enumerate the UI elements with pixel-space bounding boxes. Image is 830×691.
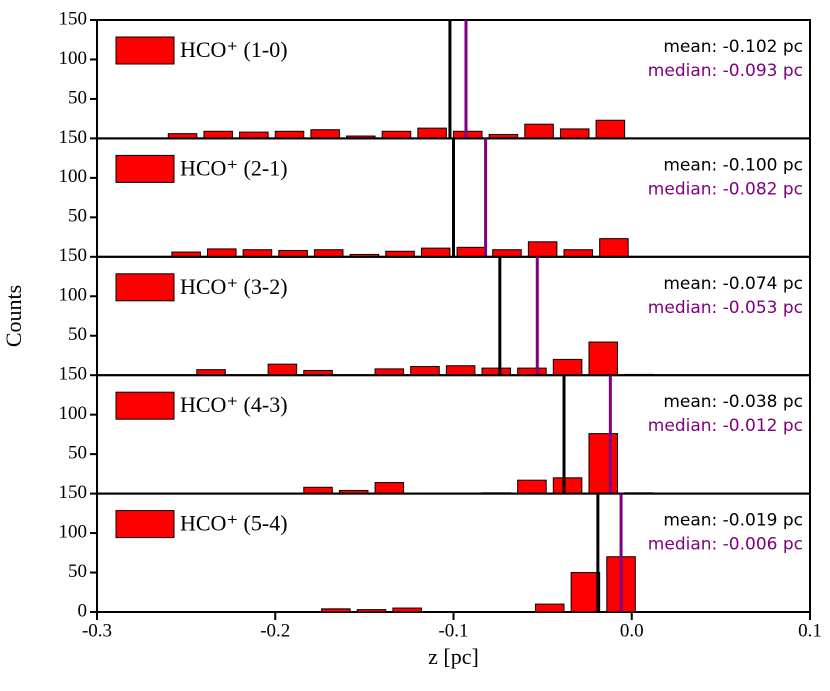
bar: [570, 572, 601, 613]
bar: [588, 341, 618, 376]
legend-swatch: [115, 510, 175, 539]
bar: [563, 249, 594, 258]
x-tick-label: -0.3: [82, 620, 112, 641]
bar: [456, 246, 487, 258]
legend-label: HCO⁺ (4-3): [180, 392, 288, 417]
y-axis-label: Counts: [1, 285, 26, 347]
bar: [453, 130, 483, 139]
bar: [203, 130, 233, 139]
median-label: median: -0.082 pc: [648, 179, 803, 199]
bar: [417, 127, 447, 139]
median-label: median: -0.012 pc: [648, 416, 803, 436]
bar: [374, 482, 405, 495]
y-tick-label: 100: [59, 403, 88, 424]
bar: [481, 367, 512, 376]
legend-swatch: [115, 391, 175, 420]
median-label: median: -0.006 pc: [648, 535, 803, 555]
bar: [445, 365, 476, 376]
x-tick-label: 0.0: [620, 620, 644, 641]
bar: [517, 367, 547, 376]
y-tick-label: 100: [59, 48, 88, 69]
x-axis-label: z [pc]: [428, 644, 479, 669]
bar: [492, 249, 522, 258]
legend-label: HCO⁺ (3-2): [180, 274, 288, 299]
bar: [267, 363, 298, 376]
median-label: median: -0.053 pc: [648, 298, 803, 318]
legend-label: HCO⁺ (1-0): [180, 37, 288, 62]
bar: [524, 123, 554, 139]
y-tick-label: 150: [59, 482, 88, 503]
bar: [392, 607, 422, 613]
bar: [599, 238, 629, 258]
bar: [356, 609, 387, 613]
mean-label: mean: -0.019 pc: [663, 511, 803, 531]
bar: [420, 247, 451, 258]
mean-label: mean: -0.100 pc: [663, 155, 803, 175]
legend-swatch: [115, 273, 175, 302]
y-tick-label: 50: [68, 561, 87, 582]
y-tick-label: 150: [59, 364, 88, 385]
mean-label: mean: -0.102 pc: [663, 37, 803, 57]
legend-swatch: [115, 36, 175, 65]
bar: [517, 479, 547, 495]
y-tick-label: 150: [59, 8, 88, 29]
bar: [552, 358, 583, 376]
y-tick-label: 150: [59, 245, 88, 266]
y-tick-label: 150: [59, 127, 88, 148]
bar: [242, 249, 273, 258]
bar: [207, 248, 237, 258]
median-label: median: -0.093 pc: [648, 61, 803, 81]
bar: [595, 119, 626, 139]
y-tick-label: 50: [68, 442, 87, 463]
bar: [559, 128, 590, 139]
y-tick-label: 50: [68, 206, 87, 227]
x-tick-label: 0.1: [798, 620, 822, 641]
y-tick-label: 100: [59, 285, 88, 306]
bar: [527, 241, 558, 258]
mean-label: mean: -0.038 pc: [663, 392, 803, 412]
x-tick-label: -0.1: [438, 620, 468, 641]
legend-label: HCO⁺ (5-4): [180, 511, 288, 536]
y-tick-label: 100: [59, 521, 88, 542]
bar: [310, 129, 340, 139]
bar: [410, 366, 440, 376]
y-tick-label: 0: [78, 600, 88, 621]
bar: [534, 603, 565, 613]
y-tick-label: 50: [68, 324, 87, 345]
legend-label: HCO⁺ (2-1): [180, 155, 288, 180]
y-tick-label: 100: [59, 166, 88, 187]
bar: [552, 477, 583, 495]
legend-swatch: [115, 154, 175, 183]
bar: [321, 608, 351, 613]
bar: [313, 249, 344, 258]
bar: [274, 130, 305, 139]
y-tick-label: 50: [68, 87, 87, 108]
bar: [381, 130, 412, 139]
x-tick-label: -0.2: [260, 620, 290, 641]
bar: [588, 433, 618, 495]
mean-label: mean: -0.074 pc: [663, 274, 803, 294]
